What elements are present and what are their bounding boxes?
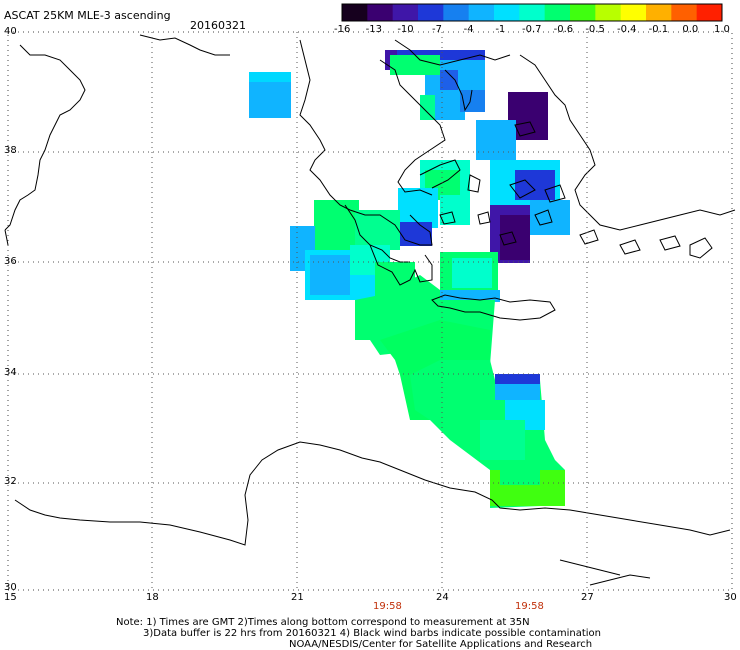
colorbar-label: -4: [463, 24, 474, 35]
colorbar-label: 0.0: [682, 24, 699, 35]
lon-label-27: 27: [581, 592, 594, 603]
lon-label-21: 21: [291, 592, 304, 603]
colorbar-swatch: [367, 4, 394, 21]
coastline: [4, 34, 736, 586]
colorbar-label: -1: [495, 24, 506, 35]
time-label-1: 19:58: [373, 601, 402, 612]
lat-label-36: 36: [4, 256, 17, 267]
colorbar-swatch: [418, 4, 444, 21]
lon-label-18: 18: [146, 592, 159, 603]
colorbar-label: -0.6: [553, 24, 574, 35]
lat-label-34: 34: [4, 367, 17, 378]
lat-label-38: 38: [4, 145, 17, 156]
colorbar-swatch: [646, 4, 672, 21]
colorbar-label: -0.4: [617, 24, 637, 35]
note-line-3: NOAA/NESDIS/Center for Satellite Applica…: [289, 639, 593, 650]
lat-label-30: 30: [4, 582, 17, 593]
lat-label-32: 32: [4, 476, 17, 487]
time-label-2: 19:58: [515, 601, 544, 612]
colorbar-swatch: [468, 4, 495, 21]
product-date: 20160321: [190, 19, 246, 32]
lat-lon-grid: [8, 32, 732, 590]
product-title: ASCAT 25KM MLE-3 ascending: [4, 9, 171, 22]
lon-label-15: 15: [4, 592, 17, 603]
colorbar-swatch: [620, 4, 647, 21]
colorbar-swatch: [443, 4, 470, 21]
colorbar-swatch: [494, 4, 520, 21]
colorbar-border: [341, 3, 723, 22]
colorbar-label: -0.5: [585, 24, 605, 35]
colorbar-swatch: [671, 4, 698, 21]
lat-label-40: 40: [4, 26, 17, 37]
map-frame: [7, 31, 733, 591]
colorbar: [341, 3, 723, 22]
colorbar-label: -0.1: [648, 24, 669, 35]
lon-label-30: 30: [724, 592, 737, 603]
colorbar-label: -0.7: [522, 24, 542, 35]
colorbar-swatch: [342, 4, 368, 21]
note-line-1: Note: 1) Times are GMT 2)Times along bot…: [116, 617, 530, 628]
colorbar-label: 1.0: [714, 24, 730, 35]
data-swath: [249, 50, 570, 508]
colorbar-label: -7: [432, 24, 442, 35]
colorbar-swatch: [544, 4, 571, 21]
colorbar-label: -13: [365, 24, 382, 35]
colorbar-swatch: [595, 4, 622, 21]
colorbar-swatch: [570, 4, 596, 21]
colorbar-swatch: [392, 4, 419, 21]
colorbar-label: -16: [334, 24, 351, 35]
lon-label-24: 24: [436, 592, 449, 603]
colorbar-swatch: [519, 4, 546, 21]
note-line-2: 3)Data buffer is 22 hrs from 20160321 4)…: [143, 628, 601, 639]
colorbar-label: -10: [397, 24, 414, 35]
colorbar-swatch: [696, 4, 723, 21]
